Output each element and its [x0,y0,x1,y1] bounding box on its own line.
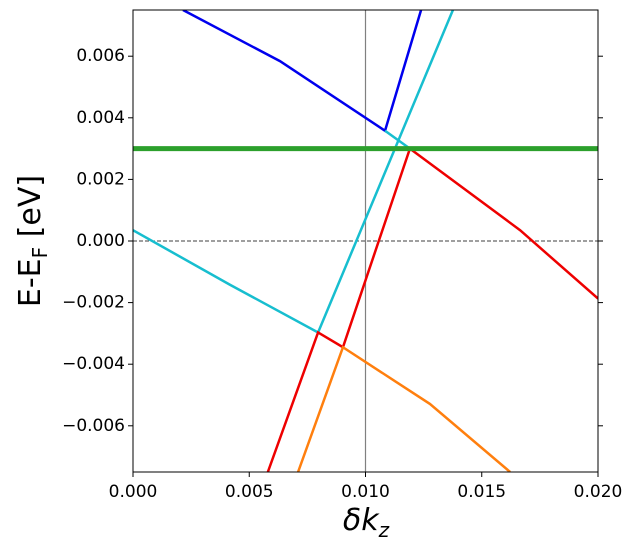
y-label-unit: [eV] [13,175,48,247]
y-tick-label: 0.004 [76,108,125,128]
x-tick-label: 0.020 [574,482,623,502]
band-line [266,146,598,472]
y-tick-label: −0.002 [62,293,125,313]
y-label-sub: F [28,247,52,259]
x-tick-label: 0.015 [457,482,506,502]
band-line [296,345,511,472]
y-tick-label: 0.002 [76,169,125,189]
y-label-main: E-E [13,258,48,307]
band-line [182,10,423,133]
x-axis-label: δkz [343,503,390,542]
y-tick-label: 0.000 [76,231,125,251]
x-label-sub: z [378,518,390,542]
x-tick-label: 0.005 [225,482,274,502]
x-label-main: δk [343,503,380,538]
band-line [133,10,455,335]
y-tick-label: 0.006 [76,46,125,66]
y-axis-label: E-EF [eV] [13,175,52,307]
y-tick-label: −0.004 [62,354,125,374]
x-tick-label: 0.010 [341,482,390,502]
y-tick-label: −0.006 [62,416,125,436]
x-tick-label: 0.000 [109,482,158,502]
